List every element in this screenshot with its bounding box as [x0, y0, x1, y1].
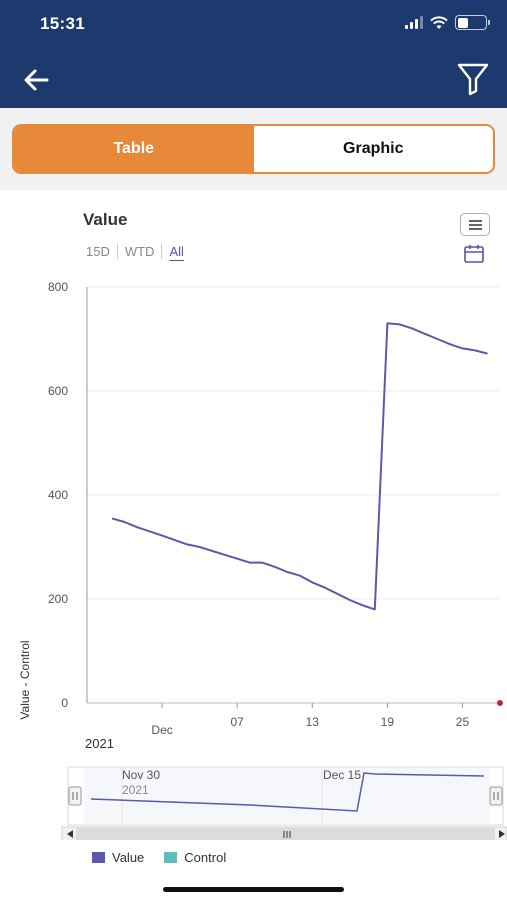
y-axis-label: Value - Control — [18, 640, 32, 719]
view-tabs-bar: Table Graphic — [0, 108, 507, 190]
legend-swatch-control — [164, 852, 178, 863]
home-indicator — [163, 887, 344, 892]
navigator-series-line — [90, 772, 485, 812]
x-tick-label: Dec — [151, 723, 172, 737]
navigator-left-handle[interactable] — [68, 786, 82, 806]
y-tick-label: 400 — [48, 488, 68, 502]
battery-icon — [455, 15, 490, 30]
x-tick-label: 07 — [231, 715, 245, 729]
navigator-label-dec15: Dec 15 — [323, 768, 361, 782]
scroll-right-arrow-icon[interactable] — [499, 830, 505, 838]
status-icons — [405, 15, 490, 30]
y-tick-label: 200 — [48, 592, 68, 606]
navigator-label-year: 2021 — [122, 783, 149, 797]
scroll-left-arrow-icon[interactable] — [67, 830, 73, 838]
y-tick-label: 0 — [61, 696, 68, 710]
range-wtd[interactable]: WTD — [116, 244, 162, 259]
filter-funnel-icon[interactable] — [457, 62, 489, 96]
navigator-window[interactable] — [84, 767, 490, 825]
axis-end-marker — [497, 700, 503, 706]
cellular-signal-icon — [405, 16, 423, 29]
range-navigator[interactable]: Nov 30 2021 Dec 15 — [61, 766, 507, 840]
back-arrow-icon[interactable] — [22, 66, 50, 94]
app-header: 15:31 — [0, 0, 507, 108]
range-15d[interactable]: 15D — [86, 244, 110, 259]
x-tick-label: 25 — [456, 715, 470, 729]
navigator-right-handle[interactable] — [489, 786, 503, 806]
x-tick-label: 19 — [381, 715, 395, 729]
y-tick-label: 600 — [48, 384, 68, 398]
series-line-value — [111, 322, 488, 611]
view-segmented-control: Table Graphic — [12, 124, 495, 174]
chart-card: Value 15D WTD All 0 200 400 600 800 Dec 07 13 1… — [0, 190, 507, 900]
legend-item-value[interactable]: Value — [92, 850, 144, 865]
x-axis-year-label: 2021 — [85, 736, 114, 751]
status-time: 15:31 — [40, 14, 85, 33]
chart-legend: Value Control — [92, 850, 226, 865]
chart-menu-button[interactable] — [460, 213, 490, 236]
navigator-scrollbar-thumb[interactable] — [76, 828, 495, 840]
y-tick-label: 800 — [48, 280, 68, 294]
tab-table[interactable]: Table — [14, 126, 254, 172]
tab-graphic[interactable]: Graphic — [343, 140, 404, 157]
calendar-icon[interactable] — [463, 244, 485, 264]
line-chart: 0 200 400 600 800 Dec 07 13 19 25 Value - Contro… — [18, 280, 507, 840]
wifi-icon — [430, 15, 448, 29]
x-tick-label: 13 — [306, 715, 320, 729]
range-all[interactable]: All — [161, 244, 190, 259]
legend-item-control[interactable]: Control — [164, 850, 226, 865]
legend-label-value: Value — [112, 850, 145, 865]
chart-title: Value — [83, 210, 128, 229]
range-selector: 15D WTD All — [86, 244, 191, 259]
legend-swatch-value — [92, 852, 105, 863]
legend-label-control: Control — [184, 850, 227, 865]
navigator-label-nov30: Nov 30 — [122, 768, 160, 782]
